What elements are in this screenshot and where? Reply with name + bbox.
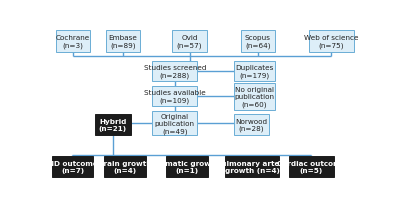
Text: Hybrid
(n=21): Hybrid (n=21) bbox=[99, 118, 127, 132]
Text: ND outcome
(n=7): ND outcome (n=7) bbox=[48, 160, 97, 173]
Text: Web of science
(n=75): Web of science (n=75) bbox=[304, 35, 358, 49]
Text: Duplicates
(n=179): Duplicates (n=179) bbox=[236, 65, 274, 79]
Text: Pulmonary artery
growth (n=4): Pulmonary artery growth (n=4) bbox=[216, 160, 288, 173]
FancyBboxPatch shape bbox=[52, 156, 94, 177]
Text: Original
publication
(n=49): Original publication (n=49) bbox=[155, 113, 195, 134]
FancyBboxPatch shape bbox=[152, 112, 197, 135]
Text: Scopus
(n=64): Scopus (n=64) bbox=[245, 35, 271, 49]
FancyBboxPatch shape bbox=[56, 31, 90, 53]
FancyBboxPatch shape bbox=[234, 61, 275, 82]
Text: Studies screened
(n=288): Studies screened (n=288) bbox=[144, 65, 206, 79]
Text: No original
publication
(n=60): No original publication (n=60) bbox=[234, 86, 274, 107]
FancyBboxPatch shape bbox=[152, 86, 197, 107]
Text: Somatic growth
(n=1): Somatic growth (n=1) bbox=[155, 160, 220, 173]
Text: Norwood
(n=28): Norwood (n=28) bbox=[236, 118, 268, 132]
FancyBboxPatch shape bbox=[104, 156, 146, 177]
Text: Cochrane
(n=3): Cochrane (n=3) bbox=[56, 35, 90, 49]
FancyBboxPatch shape bbox=[152, 61, 197, 82]
FancyBboxPatch shape bbox=[241, 31, 275, 53]
FancyBboxPatch shape bbox=[166, 156, 208, 177]
FancyBboxPatch shape bbox=[234, 83, 275, 110]
Text: Cardiac outcome
(n=5): Cardiac outcome (n=5) bbox=[277, 160, 346, 173]
FancyBboxPatch shape bbox=[172, 31, 206, 53]
Text: Embase
(n=89): Embase (n=89) bbox=[108, 35, 137, 49]
FancyBboxPatch shape bbox=[234, 115, 268, 135]
FancyBboxPatch shape bbox=[225, 156, 279, 177]
FancyBboxPatch shape bbox=[309, 31, 354, 53]
FancyBboxPatch shape bbox=[289, 156, 334, 177]
Text: Studies available
(n=109): Studies available (n=109) bbox=[144, 90, 206, 104]
Text: Ovid
(n=57): Ovid (n=57) bbox=[177, 35, 202, 49]
FancyBboxPatch shape bbox=[106, 31, 140, 53]
FancyBboxPatch shape bbox=[95, 115, 131, 135]
Text: Brain growth
(n=4): Brain growth (n=4) bbox=[98, 160, 152, 173]
